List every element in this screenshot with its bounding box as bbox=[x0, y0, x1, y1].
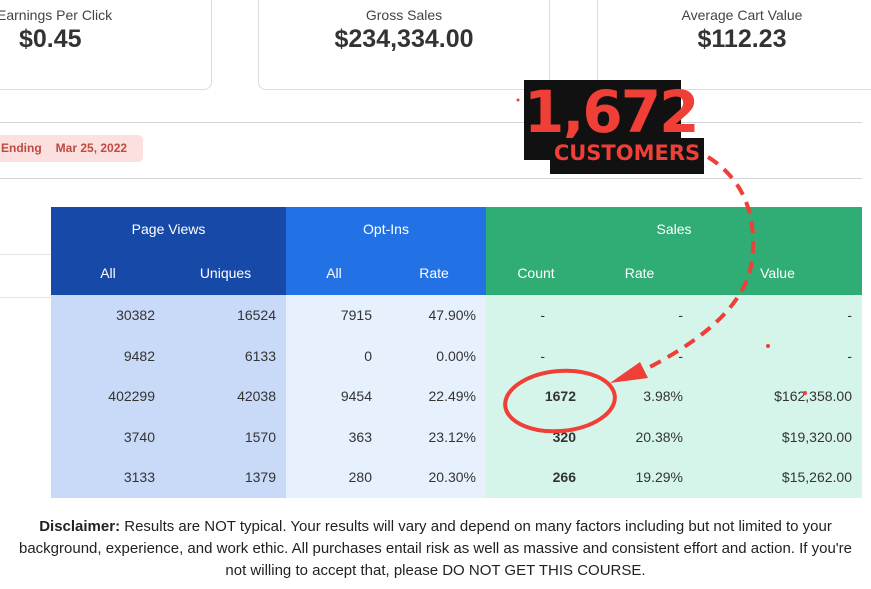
cell-opt-ins-all: 7915 bbox=[286, 295, 382, 336]
cell-sales-count-link[interactable]: 266 bbox=[486, 457, 586, 498]
funnel-stats-table: Page Views Opt-Ins Sales All Uniques All… bbox=[51, 207, 862, 498]
header-sales-rate[interactable]: Rate bbox=[586, 251, 693, 295]
cell-sales-value: - bbox=[693, 295, 862, 336]
cell-opt-ins-rate: 23.12% bbox=[382, 416, 486, 457]
cell-opt-ins-rate: 0.00% bbox=[382, 335, 486, 376]
cell-sales-count: - bbox=[486, 335, 586, 376]
cell-sales-value: $162,358.00 bbox=[693, 376, 862, 417]
stray-dot bbox=[516, 98, 520, 102]
table-row: 3740 1570 363 23.12% 320 20.38% $19,320.… bbox=[51, 416, 862, 457]
callout-customers-label: CUSTOMERS bbox=[550, 138, 704, 174]
cell-page-views-all: 402299 bbox=[51, 376, 165, 417]
cell-sales-value: $19,320.00 bbox=[693, 416, 862, 457]
cell-sales-count-link[interactable]: 320 bbox=[486, 416, 586, 457]
stat-card-epc: Earnings Per Click $0.45 bbox=[0, 0, 212, 90]
cell-sales-rate: - bbox=[586, 295, 693, 336]
cell-page-views-uniques: 16524 bbox=[165, 295, 286, 336]
date-range-badge[interactable]: Ending Mar 25, 2022 bbox=[0, 135, 143, 162]
badge-label: Ending bbox=[1, 141, 42, 155]
header-page-views: Page Views bbox=[51, 207, 286, 251]
header-sales-value[interactable]: Value bbox=[693, 251, 862, 295]
header-sales-count[interactable]: Count bbox=[486, 251, 586, 295]
cell-sales-rate: 19.29% bbox=[586, 457, 693, 498]
divider bbox=[0, 178, 862, 179]
header-opt-ins-rate[interactable]: Rate bbox=[382, 251, 486, 295]
cell-opt-ins-all: 280 bbox=[286, 457, 382, 498]
table-row: 30382 16524 7915 47.90% - - - bbox=[51, 295, 862, 336]
cell-sales-rate: - bbox=[586, 335, 693, 376]
divider bbox=[0, 254, 51, 255]
cell-page-views-uniques: 1379 bbox=[165, 457, 286, 498]
cell-page-views-uniques: 6133 bbox=[165, 335, 286, 376]
cell-opt-ins-all: 0 bbox=[286, 335, 382, 376]
stat-value: $112.23 bbox=[697, 25, 787, 53]
cell-page-views-uniques: 1570 bbox=[165, 416, 286, 457]
cell-opt-ins-rate: 20.30% bbox=[382, 457, 486, 498]
cell-sales-value: $15,262.00 bbox=[693, 457, 862, 498]
stat-label: Earnings Per Click bbox=[0, 7, 113, 23]
disclaimer-text: Results are NOT typical. Your results wi… bbox=[18, 518, 853, 579]
stat-value: $0.45 bbox=[19, 25, 82, 53]
cell-sales-rate: 20.38% bbox=[586, 416, 693, 457]
header-opt-ins: Opt-Ins bbox=[286, 207, 486, 251]
cell-page-views-all: 30382 bbox=[51, 295, 165, 336]
table-row: 9482 6133 0 0.00% - - - bbox=[51, 335, 862, 376]
cell-page-views-all: 9482 bbox=[51, 335, 165, 376]
cell-opt-ins-all: 9454 bbox=[286, 376, 382, 417]
header-page-views-uniques[interactable]: Uniques bbox=[165, 251, 286, 295]
cell-opt-ins-all: 363 bbox=[286, 416, 382, 457]
divider bbox=[0, 122, 862, 123]
badge-date: Mar 25, 2022 bbox=[55, 141, 128, 155]
stat-value: $234,334.00 bbox=[334, 25, 474, 53]
table-row: 402299 42038 9454 22.49% 1672 3.98% $162… bbox=[51, 376, 862, 417]
disclaimer: Disclaimer: Results are NOT typical. You… bbox=[8, 516, 863, 582]
table-row: 3133 1379 280 20.30% 266 19.29% $15,262.… bbox=[51, 457, 862, 498]
header-sales: Sales bbox=[486, 207, 862, 251]
cell-page-views-all: 3133 bbox=[51, 457, 165, 498]
divider bbox=[0, 297, 51, 298]
table-subheader-row: All Uniques All Rate Count Rate Value bbox=[51, 251, 862, 295]
header-page-views-all[interactable]: All bbox=[51, 251, 165, 295]
cell-sales-count-link[interactable]: 1672 bbox=[486, 376, 586, 417]
stat-card-gross-sales: Gross Sales $234,334.00 bbox=[258, 0, 550, 90]
cell-page-views-uniques: 42038 bbox=[165, 376, 286, 417]
cell-sales-count: - bbox=[486, 295, 586, 336]
stat-label: Gross Sales bbox=[365, 7, 443, 23]
cell-opt-ins-rate: 47.90% bbox=[382, 295, 486, 336]
cell-page-views-all: 3740 bbox=[51, 416, 165, 457]
cell-sales-value: - bbox=[693, 335, 862, 376]
header-opt-ins-all[interactable]: All bbox=[286, 251, 382, 295]
stat-label: Average Cart Value bbox=[681, 7, 803, 23]
cell-sales-rate: 3.98% bbox=[586, 376, 693, 417]
cell-opt-ins-rate: 22.49% bbox=[382, 376, 486, 417]
stat-card-average-cart: Average Cart Value $112.23 bbox=[597, 0, 871, 90]
disclaimer-lead: Disclaimer: bbox=[39, 518, 121, 535]
table-group-header-row: Page Views Opt-Ins Sales bbox=[51, 207, 862, 251]
